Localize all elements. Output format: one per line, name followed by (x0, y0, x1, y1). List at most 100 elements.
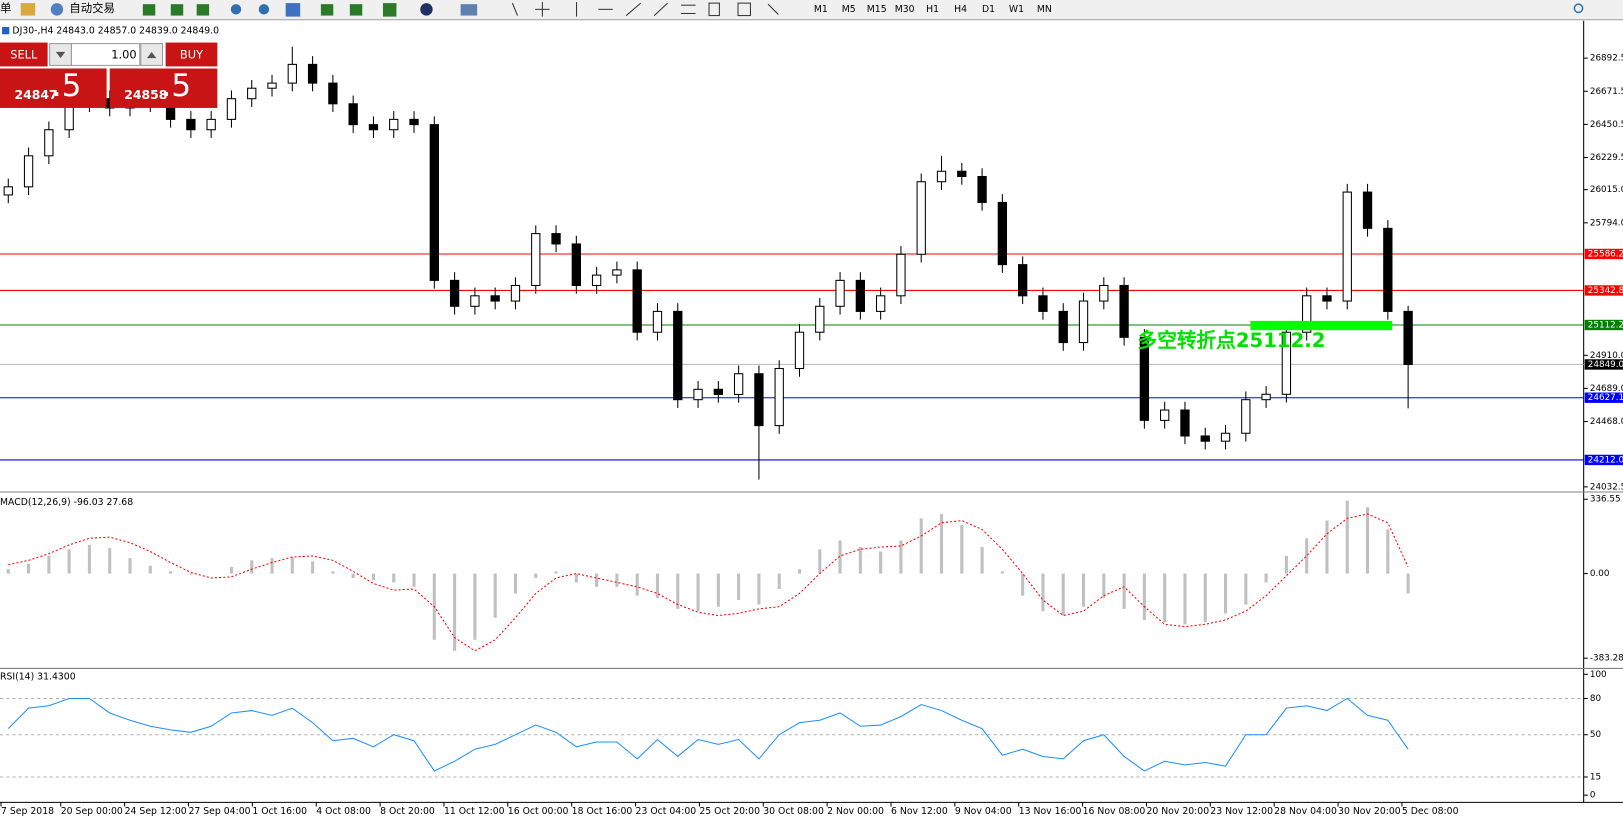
buy-price[interactable]: 24858 (124, 87, 167, 102)
candle-body (186, 118, 196, 131)
candle-body (1119, 284, 1129, 338)
candle-body (977, 175, 987, 203)
macd-bar (554, 571, 558, 574)
timeframe-button[interactable]: M30 (895, 4, 915, 15)
candle-body (652, 310, 663, 333)
icon[interactable] (460, 4, 478, 16)
macd-bar (655, 573, 660, 598)
candle-body (1322, 295, 1332, 302)
x-tick-label: 6 Nov 12:00 (891, 806, 948, 817)
buy-price-tile[interactable] (109, 68, 218, 108)
candle-body (1220, 432, 1231, 442)
sell-price-tile[interactable] (0, 68, 107, 108)
x-tick-label: 20 Nov 20:00 (1146, 806, 1209, 817)
pivot-highlight (1250, 320, 1393, 331)
timeframe-button[interactable]: M5 (842, 4, 856, 15)
level-label-bg (1584, 454, 1623, 466)
timeframe-button[interactable]: W1 (1009, 4, 1024, 15)
x-tick-label: 28 Nov 04:00 (1274, 806, 1337, 817)
candle-body (733, 373, 744, 395)
y-tick-label: -383.28 (1590, 654, 1623, 664)
y-tick-label: 24689.0 (1590, 384, 1623, 394)
y-tick-label: 80 (1590, 694, 1602, 704)
icon[interactable] (382, 3, 397, 17)
candle-body (1302, 295, 1312, 333)
icon[interactable] (196, 4, 210, 16)
icon[interactable] (349, 4, 363, 16)
x-tick-label: 24 Sep 12:00 (125, 806, 187, 817)
x-tick-label: 7 Sep 2018 (1, 806, 54, 817)
macd-bar (67, 549, 71, 574)
buy-fraction[interactable]: .5 (161, 68, 191, 104)
macd-bar (899, 540, 903, 574)
candle-body (673, 310, 683, 401)
icon[interactable] (142, 4, 156, 16)
macd-bar (635, 573, 639, 596)
icon[interactable] (420, 3, 433, 16)
buy-button[interactable] (165, 42, 218, 67)
macd-bar (412, 573, 416, 587)
icon[interactable] (258, 4, 270, 15)
icon[interactable] (50, 3, 64, 16)
x-tick-label: 13 Nov 16:00 (1019, 806, 1082, 817)
candle-body (348, 103, 358, 126)
timeframe-button[interactable]: H4 (954, 4, 967, 15)
chart-header: DJ30-,H4 24843.0 24857.0 24839.0 24849.0 (12, 26, 219, 37)
x-tick-label: 18 Oct 16:00 (572, 806, 633, 817)
macd-bar (1325, 520, 1329, 574)
toolbar-icons (142, 3, 478, 17)
candle-body (1078, 300, 1089, 344)
timeframe-button[interactable]: M1 (814, 4, 828, 15)
icon[interactable] (285, 3, 301, 17)
macd-bar (1345, 500, 1349, 574)
candle-body (409, 118, 419, 126)
candle-body (470, 295, 480, 307)
sell-price[interactable]: 24847 (14, 87, 57, 102)
macd-bar (1284, 555, 1288, 574)
arrow-tool[interactable] (767, 3, 779, 15)
macd-bar (818, 549, 822, 574)
timeframe-button[interactable]: MN (1037, 4, 1052, 15)
channel-tool[interactable] (653, 2, 668, 16)
search-icon[interactable] (1573, 3, 1584, 14)
toolbar (0, 0, 1623, 20)
text-tool[interactable] (708, 2, 720, 17)
timeframe-button[interactable]: H1 (926, 4, 939, 15)
y-tick-label: 100 (1590, 670, 1607, 680)
y-tick-label: 26892.5 (1590, 54, 1623, 64)
lot-input[interactable] (70, 43, 141, 66)
y-tick-label: 26015.0 (1590, 185, 1623, 195)
macd-bar (1365, 507, 1370, 574)
sell-fraction[interactable]: .5 (52, 68, 82, 104)
level-label-bg (1584, 319, 1623, 331)
icon[interactable] (20, 3, 36, 16)
icon[interactable] (320, 4, 334, 16)
timeframe-button[interactable]: M15 (867, 4, 887, 15)
macd-bar (453, 573, 457, 651)
trendline-tool[interactable] (625, 2, 642, 16)
macd-bar (676, 573, 680, 609)
icon[interactable] (230, 4, 242, 15)
macd-bar (1061, 573, 1065, 616)
icon[interactable] (170, 4, 184, 16)
macd-bar (595, 573, 599, 587)
sell-button[interactable] (0, 42, 48, 67)
menu-item[interactable]: 单 (0, 1, 11, 15)
cursor-tool[interactable] (511, 2, 519, 16)
buy-label[interactable]: BUY (180, 48, 203, 62)
candle-body (713, 388, 724, 395)
timeframe-button[interactable]: D1 (982, 4, 995, 15)
label-tool[interactable] (737, 2, 751, 17)
macd-bar (250, 560, 254, 574)
candle-body (531, 233, 541, 286)
candle-body (693, 388, 703, 401)
y-tick-label: 24468.0 (1590, 417, 1623, 427)
candle-body (936, 170, 947, 183)
x-tick-label: 23 Nov 12:00 (1210, 806, 1273, 817)
y-tick-label: 25794.0 (1590, 218, 1623, 228)
sell-label[interactable]: SELL (10, 48, 38, 62)
auto-trade-button[interactable]: 自动交易 (69, 1, 115, 15)
candle-body (1241, 399, 1251, 434)
lot-value[interactable]: 1.00 (111, 48, 136, 62)
level-label: 24627.1 (1588, 393, 1623, 403)
